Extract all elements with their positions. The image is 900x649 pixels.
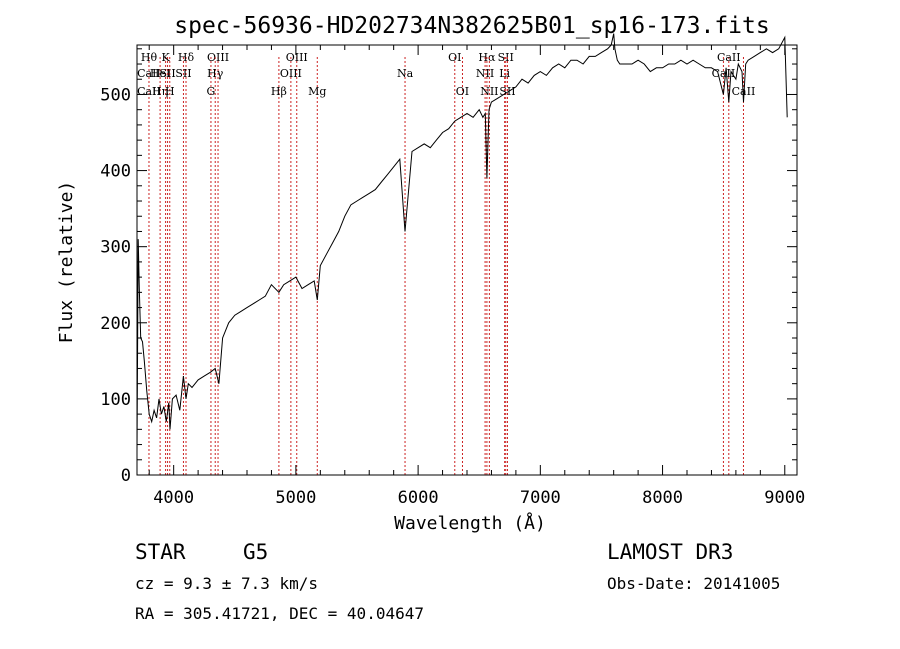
observation-date: Obs-Date: 20141005 (607, 574, 781, 593)
line-label: CaII (712, 67, 736, 80)
y-tick-label: 500 (100, 85, 131, 105)
chart-title: spec-56936-HD202734N382625B01_sp16-173.f… (174, 13, 769, 39)
line-label: Mg (308, 85, 326, 98)
y-tick-label: 200 (100, 314, 131, 334)
line-label: Hθ (141, 51, 158, 64)
survey-name: LAMOST DR3 (607, 540, 734, 564)
x-tick-label: 8000 (642, 488, 683, 508)
line-label: CaII (137, 67, 161, 80)
y-axis-label: Flux (relative) (56, 181, 77, 344)
line-label: OIII (280, 67, 302, 80)
line-label: SII (159, 67, 175, 80)
object-class: STAR (135, 540, 186, 564)
line-label: OIII (286, 51, 308, 64)
x-tick-label: 9000 (764, 488, 805, 508)
x-axis-label: Wavelength (Å) (394, 512, 546, 534)
x-tick-label: 6000 (398, 488, 439, 508)
line-label: SII (498, 51, 514, 64)
line-label: Hβ (271, 85, 287, 98)
line-label: Na (397, 67, 414, 80)
y-tick-label: 0 (121, 466, 131, 486)
line-label: K (161, 51, 170, 64)
redshift-value: cz = 9.3 ± 7.3 km/s (135, 574, 319, 593)
y-tick-label: 100 (100, 390, 131, 410)
line-label: Hδ (178, 51, 195, 64)
spectrum-series-line (136, 33, 788, 453)
line-label: CaII (717, 51, 741, 64)
line-label: NII (476, 67, 494, 80)
line-label: Hγ (207, 67, 224, 80)
line-label: Hη (152, 85, 168, 98)
line-label: Hα (478, 51, 496, 64)
x-tick-label: 5000 (275, 488, 316, 508)
plot-frame (136, 44, 798, 476)
x-tick-label: 4000 (153, 488, 194, 508)
object-subclass: G5 (243, 540, 269, 564)
line-label: G (207, 85, 216, 98)
coordinates: RA = 305.41721, DEC = 40.04647 (135, 604, 424, 623)
y-tick-label: 300 (100, 238, 131, 258)
y-tick-label: 400 (100, 162, 131, 182)
line-label: OIII (207, 51, 229, 64)
x-tick-label: 7000 (520, 488, 561, 508)
line-label: SII (175, 67, 191, 80)
line-label: OI (448, 51, 461, 64)
line-label: OI (456, 85, 469, 98)
line-label: Li (499, 67, 510, 80)
line-label: NII (480, 85, 498, 98)
axis-ticks: 4000 5000 6000 7000 8000 9000 0 100 200 300 400 500 (100, 45, 805, 508)
line-label: H (165, 85, 175, 98)
